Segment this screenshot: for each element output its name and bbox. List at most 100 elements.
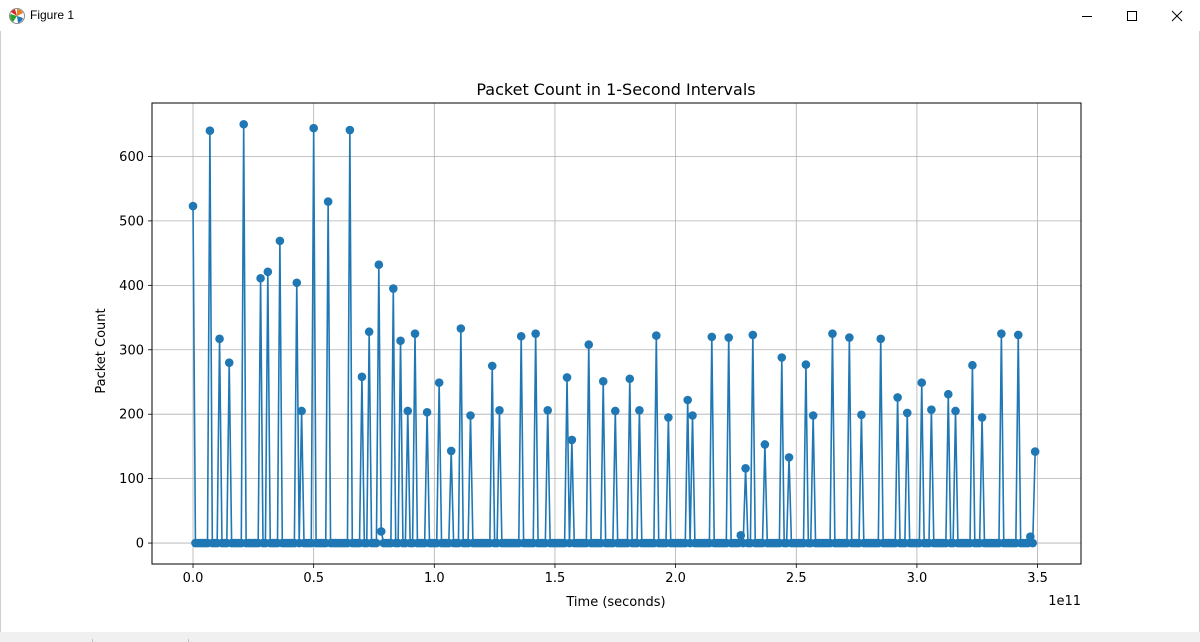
data-point xyxy=(707,332,717,342)
minimize-button[interactable] xyxy=(1064,0,1110,31)
close-icon xyxy=(1171,10,1183,21)
x-tick-label: 1.5 xyxy=(545,571,566,586)
figure-canvas: 0.0 0.5 1.0 1.5 2.0 2.5 3.0 3.5 0 100 200 300 400 500… xyxy=(94,80,1082,610)
data-point xyxy=(357,372,367,382)
close-button[interactable] xyxy=(1154,0,1200,31)
data-point xyxy=(808,411,818,420)
data-point xyxy=(446,446,456,456)
ticks: 0.0 0.5 1.0 1.5 2.0 2.5 3.0 3.5 0 100 200 300 400 500… xyxy=(119,150,1048,586)
data-point xyxy=(292,278,302,288)
data-point xyxy=(1028,538,1038,548)
data-point xyxy=(422,407,432,417)
data-point xyxy=(943,389,953,399)
data-point xyxy=(610,406,620,416)
y-tick-label: 400 xyxy=(119,279,144,294)
data-point xyxy=(562,373,572,382)
data-point xyxy=(760,440,770,449)
data-point xyxy=(372,538,381,548)
data-point xyxy=(403,406,413,416)
x-axis-offset-text: 1e11 xyxy=(1048,594,1081,609)
data-point xyxy=(584,340,594,349)
x-tick-label: 0.5 xyxy=(303,571,324,586)
data-point xyxy=(309,123,318,133)
data-point xyxy=(239,119,248,129)
data-point xyxy=(224,358,234,367)
toolbar-separator xyxy=(188,639,189,642)
data-point xyxy=(297,406,306,416)
data-point xyxy=(323,197,333,206)
data-point xyxy=(828,329,837,338)
data-point xyxy=(927,405,936,414)
x-tick-label: 3.0 xyxy=(907,571,928,586)
data-point xyxy=(968,360,977,370)
data-point xyxy=(410,329,420,338)
data-point xyxy=(396,336,405,346)
data-point xyxy=(466,411,475,420)
minimize-icon xyxy=(1082,15,1092,17)
data-point xyxy=(275,236,285,246)
data-point xyxy=(487,361,497,371)
data-point xyxy=(1030,447,1040,456)
data-point xyxy=(531,329,540,338)
data-point xyxy=(567,435,577,445)
x-tick-label: 0.0 xyxy=(183,571,204,586)
y-tick-label: 100 xyxy=(119,472,144,487)
toolbar-strip xyxy=(0,632,1200,642)
data-point xyxy=(495,406,504,415)
data-point xyxy=(951,406,960,416)
data-point xyxy=(1013,330,1023,340)
data-point xyxy=(345,125,355,135)
maximize-button[interactable] xyxy=(1109,0,1155,31)
data-point xyxy=(625,374,635,384)
y-tick-label: 0 xyxy=(136,537,144,552)
y-axis-label: Packet Count xyxy=(94,308,109,393)
data-point xyxy=(188,201,198,211)
data-point xyxy=(977,413,987,422)
data-point xyxy=(543,406,553,415)
x-tick-label: 2.5 xyxy=(786,571,807,586)
data-point xyxy=(777,353,787,362)
window-border-left xyxy=(0,31,1,632)
y-tick-label: 300 xyxy=(119,343,144,358)
data-point xyxy=(374,260,384,270)
chart-title: Packet Count in 1-Second Intervals xyxy=(476,80,755,99)
data-point xyxy=(364,327,374,337)
y-tick-label: 600 xyxy=(119,150,144,165)
data-point xyxy=(376,527,386,536)
x-tick-label: 2.0 xyxy=(665,571,686,586)
data-point xyxy=(434,378,444,387)
data-point xyxy=(857,410,866,420)
maximize-icon xyxy=(1127,10,1137,21)
data-point xyxy=(741,464,750,473)
data-point xyxy=(902,408,912,418)
data-point xyxy=(652,331,661,340)
x-tick-label: 3.5 xyxy=(1027,571,1048,586)
matplotlib-icon xyxy=(9,8,25,24)
data-point xyxy=(205,126,215,136)
data-point xyxy=(688,411,697,420)
window-title: Figure 1 xyxy=(30,8,75,22)
data-point xyxy=(784,453,794,462)
data-point xyxy=(845,333,854,342)
data-point xyxy=(917,378,927,387)
data-point xyxy=(748,330,758,340)
x-tick-label: 1.0 xyxy=(424,571,445,586)
data-point xyxy=(683,395,692,405)
series-packet-count xyxy=(188,119,1040,548)
data-point xyxy=(256,273,265,283)
data-point xyxy=(598,377,608,386)
y-tick-label: 200 xyxy=(119,408,144,423)
data-point xyxy=(893,393,902,402)
x-axis-label: Time (seconds) xyxy=(565,595,665,610)
series-line xyxy=(192,123,1036,544)
window-titlebar: Figure 1 xyxy=(0,0,1200,31)
axes-frame xyxy=(151,102,1082,565)
data-point xyxy=(456,324,466,333)
data-point xyxy=(263,267,273,277)
data-point xyxy=(635,406,644,415)
data-point xyxy=(664,413,673,422)
toolbar-separator xyxy=(92,639,93,642)
data-point xyxy=(876,334,886,344)
data-point xyxy=(997,329,1006,338)
y-tick-label: 500 xyxy=(119,214,144,229)
